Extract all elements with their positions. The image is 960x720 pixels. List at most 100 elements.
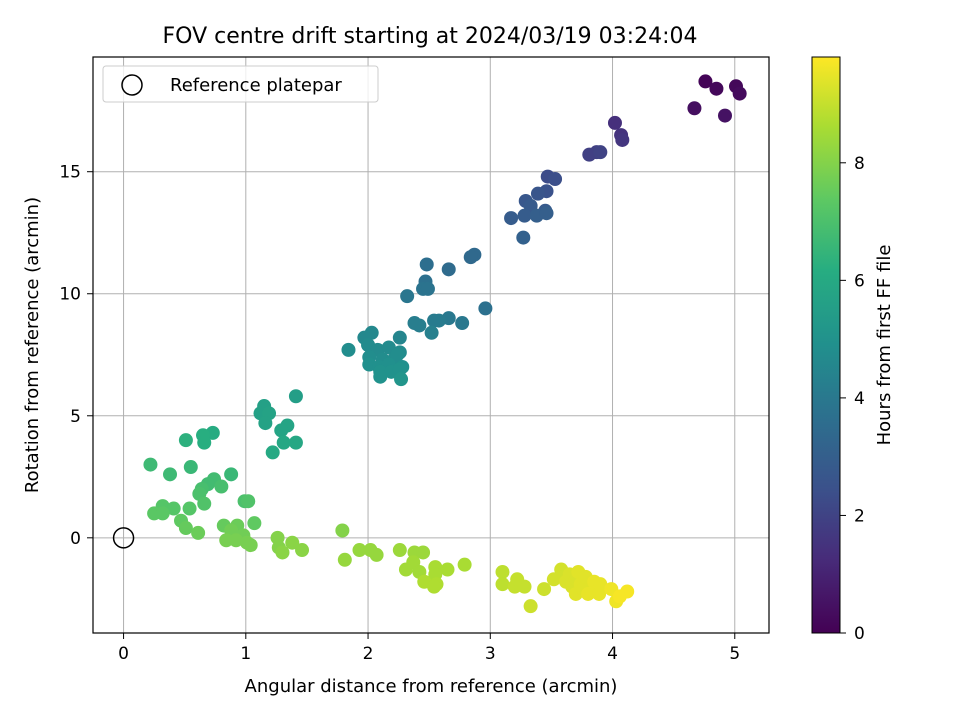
data-point — [504, 211, 519, 226]
colorbar: 0 2 4 6 8 Hours from first FF file — [811, 56, 895, 644]
data-point — [398, 562, 413, 577]
data-point — [440, 562, 455, 577]
data-point — [530, 186, 545, 201]
data-point — [495, 577, 510, 592]
colorbar-ticks: 0 2 4 6 8 — [840, 154, 865, 644]
colorbar-label: Hours from first FF file — [874, 245, 895, 446]
colorbar-tick-label: 4 — [854, 389, 865, 409]
data-point — [455, 316, 470, 331]
data-point — [400, 289, 415, 304]
data-point — [197, 496, 212, 511]
data-point — [416, 545, 431, 560]
legend-marker-circle — [121, 74, 143, 96]
data-point — [517, 579, 532, 594]
data-point — [352, 543, 367, 558]
data-point — [219, 533, 234, 548]
data-point — [615, 132, 630, 147]
data-point — [390, 347, 405, 362]
data-point — [224, 467, 239, 482]
data-point — [495, 564, 510, 579]
data-point — [285, 535, 300, 550]
data-point — [620, 584, 635, 599]
data-point — [392, 543, 407, 558]
data-point — [143, 457, 158, 472]
data-point — [593, 145, 608, 160]
y-tick-label: 10 — [59, 285, 81, 305]
data-point — [276, 435, 291, 450]
colorbar-tick-label: 0 — [854, 624, 865, 644]
y-axis-label: Rotation from reference (arcmin) — [22, 197, 43, 493]
data-point — [247, 516, 262, 531]
x-tick-label: 2 — [363, 644, 374, 664]
data-point — [197, 435, 212, 450]
legend: Reference platepar — [102, 65, 379, 103]
data-point — [275, 545, 290, 560]
data-point — [478, 301, 493, 316]
y-axis-ticks: 0 5 10 15 — [59, 163, 93, 549]
data-point — [420, 281, 435, 296]
data-point — [214, 479, 229, 494]
data-point — [593, 577, 608, 592]
data-point — [243, 538, 258, 553]
data-point — [463, 250, 478, 265]
data-point — [523, 599, 538, 614]
x-axis-ticks: 0 1 2 3 4 5 — [118, 633, 740, 664]
chart-title: FOV centre drift starting at 2024/03/19 … — [163, 24, 698, 49]
data-point — [369, 547, 384, 562]
colorbar-tick-label: 8 — [854, 154, 865, 174]
x-tick-label: 4 — [607, 644, 618, 664]
grid-lines — [93, 57, 769, 633]
data-point — [441, 262, 456, 277]
data-point — [229, 533, 244, 548]
data-point — [419, 257, 434, 272]
y-tick-label: 5 — [70, 407, 81, 427]
data-points — [112, 74, 747, 614]
y-tick-label: 0 — [70, 529, 81, 549]
data-point — [258, 416, 273, 431]
data-point — [295, 543, 310, 558]
x-tick-label: 0 — [118, 644, 129, 664]
data-point — [516, 230, 531, 245]
x-tick-label: 1 — [240, 644, 251, 664]
data-point — [698, 74, 713, 89]
colorbar-tick-label: 2 — [854, 506, 865, 526]
data-point — [274, 423, 289, 438]
plot-area — [92, 56, 770, 634]
data-point — [288, 389, 303, 404]
data-point — [288, 435, 303, 450]
data-point — [178, 433, 193, 448]
data-point — [182, 501, 197, 516]
legend-entry-label: Reference platepar — [170, 75, 342, 96]
x-axis-label: Angular distance from reference (arcmin) — [245, 676, 618, 697]
data-point — [155, 506, 170, 521]
data-point — [337, 552, 352, 567]
colorbar-gradient — [811, 56, 841, 634]
data-point — [539, 206, 554, 221]
data-point — [392, 330, 407, 345]
data-point — [517, 208, 532, 223]
data-point — [582, 147, 597, 162]
data-point — [178, 521, 193, 536]
data-point — [548, 172, 563, 187]
data-point — [394, 372, 409, 387]
data-point — [709, 81, 724, 96]
data-point — [424, 325, 439, 340]
data-point — [163, 467, 178, 482]
data-point — [191, 525, 206, 540]
data-point — [732, 86, 747, 101]
reference-platepar-marker — [112, 527, 135, 549]
data-point — [335, 523, 350, 538]
data-point — [537, 582, 552, 597]
data-point — [427, 579, 442, 594]
x-tick-label: 3 — [485, 644, 496, 664]
y-tick-label: 15 — [59, 163, 81, 183]
data-point — [457, 557, 472, 572]
x-tick-label: 5 — [729, 644, 740, 664]
data-point — [607, 115, 622, 130]
data-point — [717, 108, 732, 123]
colorbar-tick-label: 6 — [854, 271, 865, 291]
data-point — [265, 445, 280, 460]
data-point — [373, 369, 388, 384]
data-point — [407, 316, 422, 331]
